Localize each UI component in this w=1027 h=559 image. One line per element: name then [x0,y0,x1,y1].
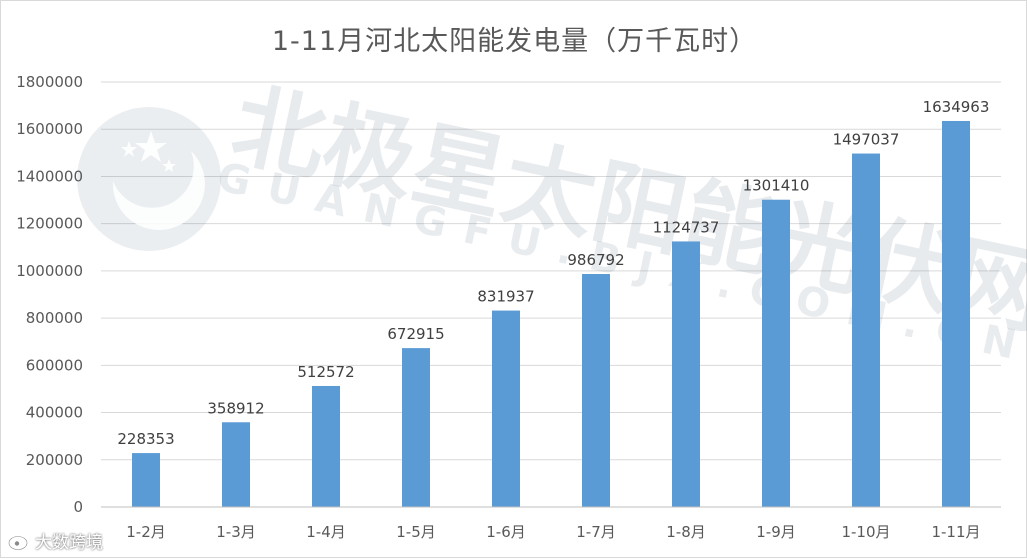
data-label: 672915 [387,325,444,343]
y-tick-label: 1800000 [16,73,83,91]
x-tick-label: 1-5月 [396,523,436,541]
axis-layer: 0 200000 400000 600000 800000 1000000 1200000 1… [16,73,1001,541]
x-tick-label: 1-11月 [931,523,980,541]
grid-layer [101,81,1001,461]
data-label: 1124737 [653,218,720,236]
y-tick-label: 1000000 [16,262,83,280]
source-watermark: 大数跨境 [7,528,103,553]
data-label: 986792 [567,251,624,269]
weibo-icon [7,531,31,551]
source-text: 大数跨境 [35,533,103,553]
data-label: 228353 [117,430,174,448]
x-tick-label: 1-3月 [216,523,256,541]
data-label: 1497037 [833,131,900,149]
bar [492,310,520,507]
y-tick-label: 600000 [26,356,83,374]
data-label: 358912 [207,399,264,417]
north-star-logo-icon [77,107,221,251]
bar [852,153,880,507]
x-tick-label: 1-6月 [486,523,526,541]
chart-title: 1-11月河北太阳能发电量（万千瓦时） [271,26,758,57]
y-tick-label: 0 [73,498,83,516]
y-tick-label: 800000 [26,309,83,327]
x-tick-label: 1-10月 [841,523,890,541]
data-label: 1301410 [743,177,810,195]
data-label: 831937 [477,288,534,306]
y-tick-label: 1200000 [16,215,83,233]
x-tick-label: 1-8月 [666,523,706,541]
x-tick-label: 1-7月 [576,523,616,541]
data-label: 1634963 [923,98,990,116]
x-tick-label: 1-9月 [756,523,796,541]
bar [312,385,340,507]
y-tick-label: 1600000 [16,120,83,138]
data-label: 512572 [297,363,354,381]
bar [762,199,790,507]
y-tick-label: 400000 [26,404,83,422]
y-tick-label: 200000 [26,451,83,469]
y-tick-label: 1400000 [16,167,83,185]
bar [132,453,160,507]
x-tick-label: 1-4月 [306,523,346,541]
bar-layer: 228353 358912 512572 672915 831937 986792 1124… [117,98,989,507]
x-tick-label: 1-2月 [126,523,166,541]
watermark-layer: 北极星太阳能光伏网 GUANGFU.BJX.COM.CN [77,71,1027,372]
bar [402,348,430,507]
bar [672,241,700,507]
bar [942,120,970,507]
bar [582,274,610,507]
bar [222,422,250,507]
